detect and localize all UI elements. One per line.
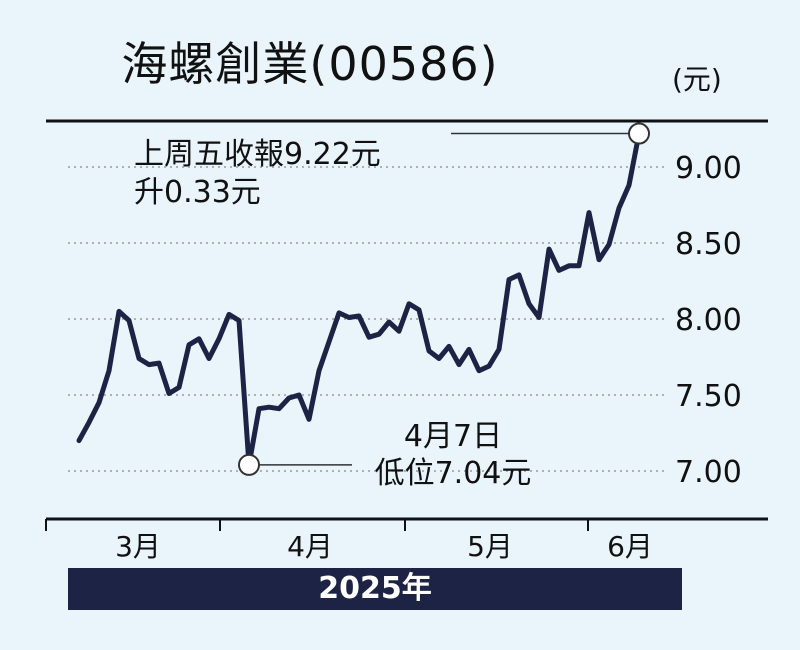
x-tick-label: 4月: [287, 530, 333, 563]
price-line: [76, 131, 642, 468]
x-tick-label: 3月: [115, 530, 161, 563]
low-annotation-line1: 4月7日: [404, 419, 502, 454]
point-marker: [628, 122, 650, 145]
x-tick-label: 5月: [467, 530, 513, 563]
y-tick-label: 9.00: [675, 151, 742, 186]
latest-annotation-line1: 上周五收報9.22元: [134, 137, 381, 172]
unit-label: (元): [672, 63, 722, 96]
latest-annotation-line2: 升0.33元: [134, 175, 261, 210]
price-series: [76, 122, 650, 476]
y-tick-label: 7.50: [675, 379, 742, 414]
grid-lines: [68, 166, 665, 472]
year-label: 2025年: [68, 568, 682, 610]
point-marker: [238, 453, 260, 476]
x-axis-ticks: 3月 4月 5月 6月: [45, 519, 653, 563]
y-tick-label: 8.00: [675, 303, 742, 338]
x-tick-label: 6月: [607, 530, 653, 563]
chart-title: 海螺創業(00586): [121, 37, 499, 91]
low-annotation-line2: 低位7.04元: [375, 456, 532, 491]
y-axis-ticks: 7.00 7.50 8.00 8.50 9.00: [675, 151, 742, 490]
y-tick-label: 8.50: [675, 227, 742, 262]
annotations: 上周五收報9.22元 升0.33元 4月7日 低位7.04元: [134, 132, 629, 491]
y-tick-label: 7.00: [675, 455, 742, 490]
